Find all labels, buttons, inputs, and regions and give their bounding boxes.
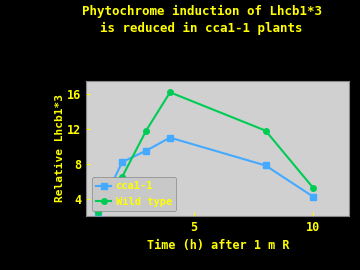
cca1-1 [168,136,172,139]
cca1-1 [120,160,125,164]
Wild type [168,91,172,94]
Wild type [96,210,100,213]
cca1-1 [144,149,148,152]
cca1-1 [311,195,315,198]
cca1-1 [264,164,268,167]
Wild type [311,187,315,190]
Wild type [120,175,125,178]
Wild type [264,129,268,132]
Legend: cca1-1, Wild type: cca1-1, Wild type [91,177,176,211]
Y-axis label: Relative Lhcb1*3: Relative Lhcb1*3 [54,94,64,202]
Text: Phytochrome induction of Lhcb1*3
is reduced in cca1-1 plants: Phytochrome induction of Lhcb1*3 is redu… [82,5,321,35]
Wild type [144,129,148,132]
Line: cca1-1: cca1-1 [95,135,316,214]
X-axis label: Time (h) after 1 m R: Time (h) after 1 m R [147,239,289,252]
cca1-1 [96,210,100,213]
Line: Wild type: Wild type [95,90,316,214]
